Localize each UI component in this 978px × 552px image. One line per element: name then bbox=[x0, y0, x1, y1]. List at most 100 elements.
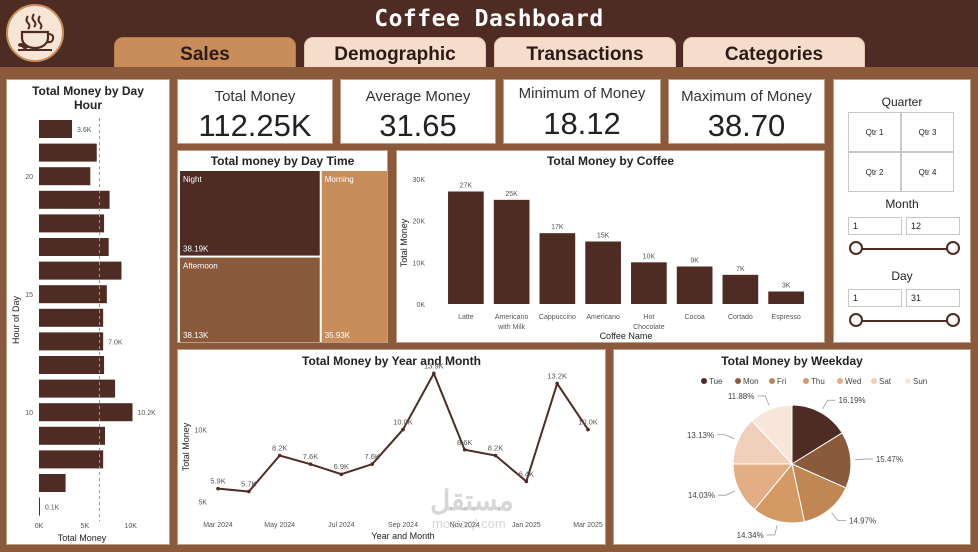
kpi-label: Total Money bbox=[214, 88, 296, 105]
month-y-axis-label: Total Money bbox=[181, 422, 191, 471]
weekday-label-leader bbox=[831, 512, 847, 522]
quarter-option-qtr1[interactable]: Qtr 1 bbox=[848, 112, 901, 152]
quarter-option-qtr2[interactable]: Qtr 2 bbox=[848, 152, 901, 192]
kpi-minimum-money-card: Minimum of Money 18.12 bbox=[503, 79, 661, 144]
month-x-tick-label: Jul 2024 bbox=[328, 522, 355, 529]
coffee-x-tick-label: with Milk bbox=[497, 324, 525, 331]
coffee-y-tick-label: 0K bbox=[416, 302, 425, 309]
weekday-legend-marker bbox=[871, 378, 877, 384]
day-to-input[interactable]: 31 bbox=[906, 289, 960, 307]
coffee-x-tick-label: Espresso bbox=[772, 314, 801, 321]
month-x-tick-label: Sep 2024 bbox=[388, 522, 418, 529]
hour-bar bbox=[39, 143, 97, 162]
month-point bbox=[308, 462, 313, 466]
hour-bar bbox=[39, 403, 133, 422]
weekday-pie-slice bbox=[791, 404, 843, 465]
month-point bbox=[277, 453, 282, 458]
month-data-label: 8.6K bbox=[457, 438, 472, 447]
hour-bar bbox=[39, 450, 104, 469]
weekday-legend-marker bbox=[837, 378, 843, 384]
hour-bar bbox=[39, 332, 104, 351]
coffee-data-label: 10K bbox=[643, 253, 656, 260]
kpi-value: 112.25K bbox=[198, 108, 312, 143]
hour-bar bbox=[39, 474, 66, 492]
quarter-slicer-title: Quarter bbox=[881, 95, 923, 109]
kpi-label: Average Money bbox=[365, 88, 471, 105]
day-from-input[interactable]: 1 bbox=[848, 289, 902, 307]
hour-bar bbox=[39, 167, 91, 186]
weekday-pie-slice bbox=[790, 432, 852, 489]
coffee-x-tick-label: Cortado bbox=[728, 314, 753, 321]
coffee-bar bbox=[448, 191, 484, 304]
coffee-x-tick-label: Cocoa bbox=[685, 314, 705, 321]
coffee-y-tick-label: 30K bbox=[413, 177, 426, 184]
weekday-legend-label: Fri bbox=[777, 377, 787, 386]
coffee-x-tick-label: Latte bbox=[458, 314, 474, 321]
weekday-pie-slice bbox=[791, 463, 847, 523]
treemap-tile-value: 35.93K bbox=[325, 331, 351, 340]
month-point bbox=[339, 472, 344, 477]
weekday-data-label: 14.97% bbox=[849, 517, 876, 526]
weekday-legend-label: Sat bbox=[879, 377, 892, 386]
month-data-label: 13.2K bbox=[547, 372, 567, 381]
coffee-bar bbox=[539, 233, 576, 304]
coffee-cup-logo-icon bbox=[6, 4, 64, 62]
day-slider-max-handle[interactable] bbox=[946, 313, 960, 327]
month-to-input[interactable]: 12 bbox=[906, 217, 960, 235]
month-slider-track[interactable] bbox=[856, 248, 956, 250]
hour-bar bbox=[39, 120, 72, 138]
weekday-data-label: 13.13% bbox=[687, 431, 714, 440]
month-point bbox=[370, 462, 374, 466]
quarter-option-qtr3[interactable]: Qtr 3 bbox=[901, 112, 954, 152]
day-slider-min-handle[interactable] bbox=[849, 313, 863, 327]
month-slider-max-handle[interactable] bbox=[946, 241, 960, 255]
weekday-chart-panel[interactable]: Total Money by Weekday Tue Mon Fri Thu Wed Sa… bbox=[613, 349, 971, 545]
month-point bbox=[401, 427, 405, 432]
month-x-axis-label: Year and Month bbox=[371, 531, 434, 541]
hour-x-axis-label: Total Money bbox=[58, 533, 107, 543]
month-point bbox=[493, 453, 498, 458]
coffee-chart-panel[interactable]: Total Money by Coffee 0K 10K 20K 30K 27K Latt… bbox=[396, 150, 825, 343]
slicer-panel: Quarter Qtr 1 Qtr 3 Qtr 2 Qtr 4 Month 1 … bbox=[833, 79, 971, 343]
day-slider-track[interactable] bbox=[856, 320, 956, 322]
kpi-maximum-money-card: Maximum of Money 38.70 bbox=[668, 79, 825, 144]
coffee-data-label: 17K bbox=[551, 224, 564, 231]
month-slider-min-handle[interactable] bbox=[849, 241, 863, 255]
treemap-tile-name: Morning bbox=[325, 175, 354, 184]
quarter-option-qtr4[interactable]: Qtr 4 bbox=[901, 152, 954, 192]
hour-y-tick-label: 10 bbox=[25, 410, 33, 417]
weekday-legend-marker bbox=[803, 378, 809, 384]
hour-y-tick-label: 15 bbox=[25, 292, 33, 299]
weekday-chart-title: Total Money by Weekday bbox=[721, 354, 863, 368]
coffee-data-label: 7K bbox=[736, 266, 745, 273]
weekday-label-leader bbox=[766, 525, 778, 536]
weekday-legend-label: Thu bbox=[811, 377, 825, 386]
hour-chart-svg: 3.6K 7.0K 10.2K 0.1K 20 15 10 0K 5K 10K Total Mone… bbox=[11, 118, 156, 543]
coffee-chart-svg: 0K 10K 20K 30K 27K Latte 25K Americano with Milk… bbox=[399, 177, 804, 341]
hour-y-axis-label: Hour of Day bbox=[11, 295, 21, 344]
month-from-input[interactable]: 1 bbox=[848, 217, 902, 235]
kpi-value: 31.65 bbox=[379, 108, 457, 143]
weekday-data-label: 16.19% bbox=[839, 396, 866, 405]
coffee-x-tick-label: Hot bbox=[643, 314, 654, 321]
hour-bar bbox=[39, 356, 105, 374]
hour-bar bbox=[39, 214, 105, 233]
coffee-bar bbox=[676, 266, 713, 304]
weekday-pie-slice bbox=[753, 462, 806, 524]
month-point bbox=[247, 489, 251, 494]
month-y-tick-label: 10K bbox=[195, 428, 208, 435]
month-point bbox=[555, 381, 559, 386]
weekday-data-label: 14.03% bbox=[688, 491, 715, 500]
month-chart-panel[interactable]: Total Money by Year and Month 5K 10K 5.9K 5… bbox=[177, 349, 606, 545]
coffee-data-label: 15K bbox=[597, 233, 610, 240]
hour-chart-panel[interactable]: Total Money by Day Hour 3.6K 7.0K 10.2K 0.1… bbox=[6, 79, 170, 545]
weekday-legend-label: Tue bbox=[709, 377, 723, 386]
page-title: Coffee Dashboard bbox=[374, 6, 604, 32]
weekday-legend-marker bbox=[769, 378, 775, 384]
kpi-average-money-card: Average Money 31.65 bbox=[340, 79, 496, 144]
month-x-tick-label: Mar 2025 bbox=[573, 522, 603, 529]
daytime-treemap-panel[interactable]: Total money by Day Time Night 38.19K After… bbox=[177, 150, 388, 343]
coffee-y-tick-label: 10K bbox=[413, 260, 426, 267]
hour-x-tick-label: 10K bbox=[124, 523, 137, 530]
